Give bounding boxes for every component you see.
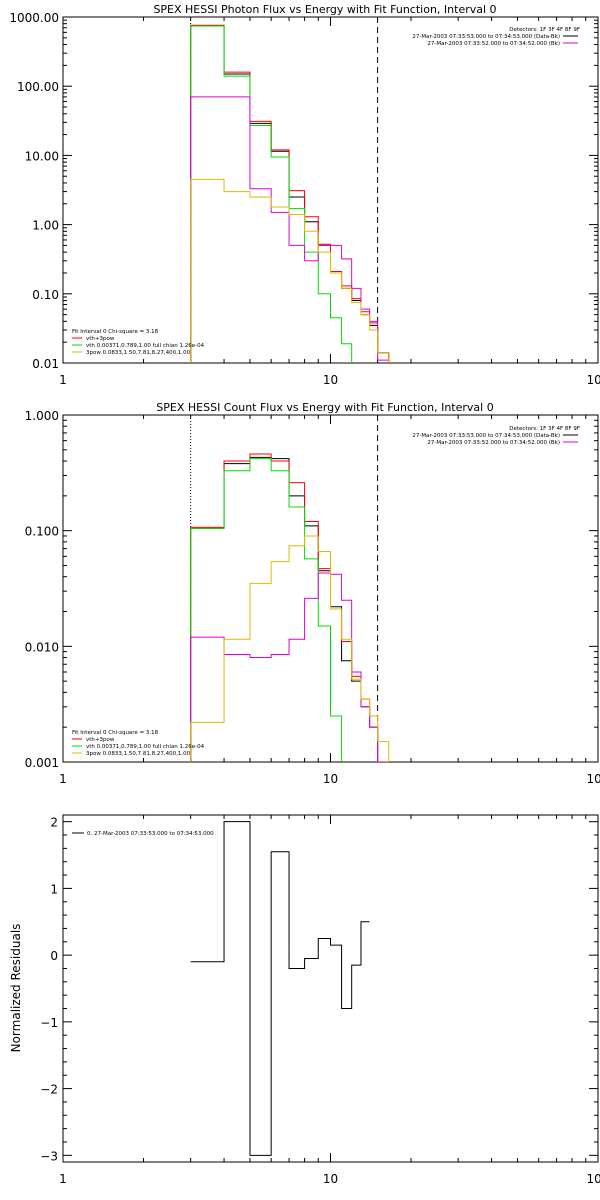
residuals-y-tick-label: −2 [40, 1083, 58, 1097]
photon-series-group [190, 24, 390, 363]
residuals-series-group [190, 821, 370, 1156]
count-legend-top-right: Detectors: 1F 3F 4F 8F 9F 27-Mar-2003 07… [412, 426, 580, 446]
count-y-tick-label: 1.000 [25, 409, 59, 423]
residuals-x-tick-label: 100 [587, 1172, 600, 1186]
count-series-vth [190, 458, 343, 762]
photon-y-tick-label: 0.10 [32, 288, 59, 302]
residuals-x-tick-label: 10 [323, 1172, 338, 1186]
residuals-plot-area: 110100210−1−2−3 [40, 814, 600, 1186]
photon-x-tick-label: 10 [323, 373, 338, 387]
count-x-tick-label: 10 [323, 772, 338, 786]
photon-x-tick-label: 100 [587, 373, 600, 387]
residuals-series-residuals [190, 821, 370, 1156]
count-legend-bottom-left: Fit Interval 0 Chi-square = 3.18 vth+3po… [72, 730, 205, 757]
photon-legend-vth-label: vth 0.00371,0.789,1.00 full chian 1.26e-… [86, 343, 205, 349]
photon-legend-total-label: vth+3pow [86, 336, 115, 342]
count-y-tick-label: 0.001 [25, 756, 59, 770]
count-chart-title: SPEX HESSI Count Flux vs Energy with Fit… [156, 401, 493, 414]
count-y-axis: 0.001 0.010 0.100 1.000 [25, 409, 598, 770]
photon-legend-bk-interval: 27-Mar-2003 07:33:52.000 to 07:34:52.000… [427, 41, 560, 47]
count-x-tick-label: 100 [587, 772, 600, 786]
photon-y-axis: 0.01 0.10 1.00 10.00 100.00 1000.00 [9, 11, 598, 371]
residuals-y-tick-label: −1 [40, 1016, 58, 1030]
count-legend-vth-label: vth 0.00371,0.789,1.00 full chian 1.26e-… [86, 744, 205, 750]
count-legend-total-label: vth+3pow [86, 737, 115, 743]
photon-series-3pow [190, 178, 390, 363]
count-legend-data-interval: 27-Mar-2003 07:33:53.000 to 07:34:53.000… [412, 433, 560, 439]
count-series-group [190, 453, 390, 762]
count-x-axis: 1 10 100 [59, 415, 600, 786]
count-flux-panel: SPEX HESSI Count Flux vs Energy with Fit… [25, 401, 600, 786]
photon-legend-detectors: Detectors: 1F 3F 4F 8F 9F [509, 27, 580, 33]
photon-y-tick-label: 100.00 [17, 80, 59, 94]
photon-legend-top-right: Detectors: 1F 3F 4F 8F 9F 27-Mar-2003 07… [412, 27, 580, 47]
residuals-x-tick-label: 1 [59, 1172, 67, 1186]
photon-y-tick-label: 1.00 [32, 219, 59, 233]
photon-legend-3pow-label: 3pow 0.0833,1.50,7.81,8.27,400,1.00 [86, 350, 191, 356]
photon-y-tick-label: 10.00 [25, 149, 59, 163]
photon-chart-title: SPEX HESSI Photon Flux vs Energy with Fi… [153, 3, 496, 16]
photon-y-tick-label: 1000.00 [9, 11, 59, 25]
count-legend-fit-interval: Fit Interval 0 Chi-square = 3.18 [72, 730, 159, 736]
count-x-tick-label: 1 [59, 772, 67, 786]
photon-legend-fit-interval: Fit Interval 0 Chi-square = 3.18 [72, 329, 159, 335]
residuals-y-tick-label: 0 [50, 949, 58, 963]
count-series-3pow [190, 535, 390, 762]
photon-y-tick-label: 0.01 [32, 357, 59, 371]
photon-flux-panel: SPEX HESSI Photon Flux vs Energy with Fi… [9, 3, 600, 387]
count-plot-area: 1 10 100 0.001 0.010 0.100 1.000 [25, 409, 600, 786]
residuals-legend: 0. 27-Mar-2003 07:33:53.000 to 07:34:53.… [72, 831, 214, 837]
residuals-y-tick-label: 1 [50, 882, 58, 896]
photon-x-axis: 1 10 100 [59, 17, 600, 387]
count-series-bk [190, 572, 379, 762]
count-legend-detectors: Detectors: 1F 3F 4F 8F 9F [509, 426, 580, 432]
count-y-tick-label: 0.100 [25, 525, 59, 539]
count-legend-3pow-label: 3pow 0.0833,1.50,7.81,8.27,400,1.00 [86, 751, 191, 757]
photon-plot-area: 1 10 100 0.01 0.10 1.00 10.00 100.00 1000.00 [9, 11, 600, 387]
count-legend-bk-interval: 27-Mar-2003 07:33:52.000 to 07:34:52.000… [427, 440, 560, 446]
residuals-y-axis-label: Normalized Residuals [9, 924, 23, 1053]
residuals-y-axis: 2 1 0 −1 −2 −3 [40, 816, 598, 1163]
photon-x-tick-label: 1 [59, 373, 67, 387]
residuals-y-tick-label: −3 [40, 1149, 58, 1163]
photon-legend-data-interval: 27-Mar-2003 07:33:53.000 to 07:34:53.000… [412, 34, 560, 40]
photon-series-vth [190, 25, 353, 363]
photon-legend-bottom-left: Fit Interval 0 Chi-square = 3.18 vth+3po… [72, 329, 205, 356]
residuals-x-axis: 1 10 100 [59, 815, 600, 1186]
count-y-tick-label: 0.010 [25, 640, 59, 654]
residuals-y-tick-label: 2 [50, 816, 58, 830]
residuals-panel: 110100210−1−2−3 Normalized Residuals 0. … [9, 814, 600, 1186]
residuals-legend-label: 0. 27-Mar-2003 07:33:53.000 to 07:34:53.… [87, 831, 214, 837]
